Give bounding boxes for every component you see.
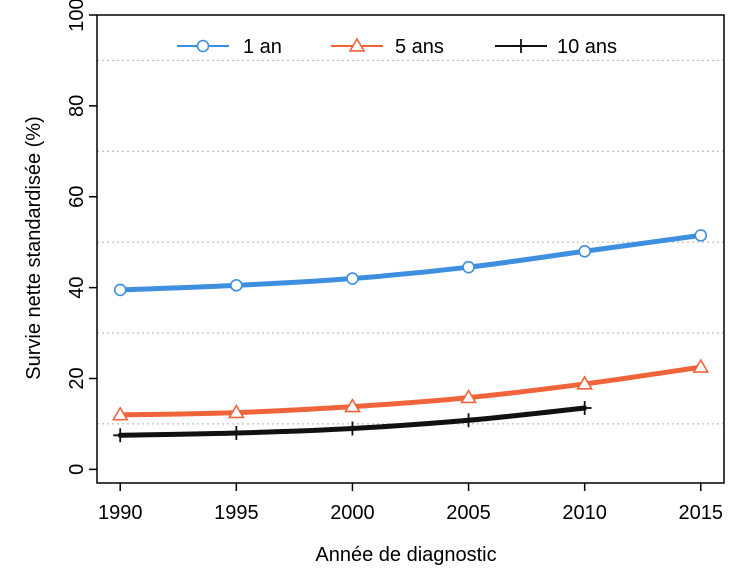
y-tick-label-20: 20 bbox=[66, 367, 88, 389]
point-10-ans-1995 bbox=[229, 426, 244, 441]
grid-lines bbox=[97, 59, 724, 425]
point-1-an-1995 bbox=[230, 279, 243, 292]
point-5-ans-2015 bbox=[692, 358, 710, 373]
x-tick-label-1995: 1995 bbox=[214, 502, 259, 524]
y-tick-label-0: 0 bbox=[66, 464, 88, 475]
y-axis-title: Survie nette standardisée (%) bbox=[23, 116, 45, 379]
legend-label-1-an: 1 an bbox=[243, 36, 282, 58]
series-group bbox=[111, 229, 710, 443]
series-10-ans bbox=[113, 401, 592, 443]
line-1-an bbox=[117, 232, 704, 293]
legend-marker-10-ans bbox=[514, 39, 528, 53]
point-5-ans-2005 bbox=[460, 389, 477, 404]
point-1-an-2005 bbox=[462, 260, 475, 274]
series-5-ans bbox=[111, 358, 710, 421]
point-1-an-2000 bbox=[346, 272, 359, 285]
point-10-ans-2000 bbox=[345, 421, 360, 436]
legend: 1 an 5 ans 10 ans bbox=[177, 36, 617, 58]
point-5-ans-1990 bbox=[111, 406, 129, 421]
x-tick-label-2015: 2015 bbox=[679, 502, 724, 524]
legend-item-1-an: 1 an bbox=[177, 36, 282, 58]
point-1-an-2010 bbox=[578, 244, 591, 258]
line-5-ans bbox=[117, 364, 704, 418]
y-tick-label-100: 100 bbox=[66, 0, 88, 32]
x-tick-label-2010: 2010 bbox=[562, 502, 607, 524]
point-10-ans-2005 bbox=[461, 413, 476, 428]
x-axis-title: Année de diagnostic bbox=[315, 544, 496, 566]
plot-frame bbox=[96, 14, 725, 484]
point-10-ans-2010 bbox=[577, 401, 592, 416]
series-1-an bbox=[113, 229, 708, 297]
point-5-ans-2010 bbox=[576, 375, 594, 390]
point-5-ans-2000 bbox=[344, 398, 361, 413]
y-tick-label-40: 40 bbox=[66, 276, 88, 298]
legend-item-5-ans: 5 ans bbox=[331, 36, 444, 58]
point-10-ans-1990 bbox=[113, 428, 128, 443]
point-1-an-1990 bbox=[113, 283, 127, 297]
legend-marker-5-ans bbox=[348, 37, 366, 52]
point-1-an-2015 bbox=[694, 229, 708, 242]
legend-label-10-ans: 10 ans bbox=[557, 36, 617, 58]
legend-item-10-ans: 10 ans bbox=[495, 36, 617, 58]
legend-marker-1-an bbox=[196, 39, 210, 53]
y-tick-label-60: 60 bbox=[66, 186, 88, 208]
y-tick-label-80: 80 bbox=[66, 95, 88, 117]
point-5-ans-1995 bbox=[227, 403, 245, 419]
x-tick-label-2005: 2005 bbox=[446, 502, 491, 524]
x-tick-label-2000: 2000 bbox=[330, 502, 375, 524]
legend-label-5-ans: 5 ans bbox=[395, 36, 444, 58]
x-tick-label-1990: 1990 bbox=[98, 502, 143, 524]
axes: 1990 1995 2000 2005 2010 2015 0 20 40 60 80 100 bbox=[66, 0, 723, 524]
